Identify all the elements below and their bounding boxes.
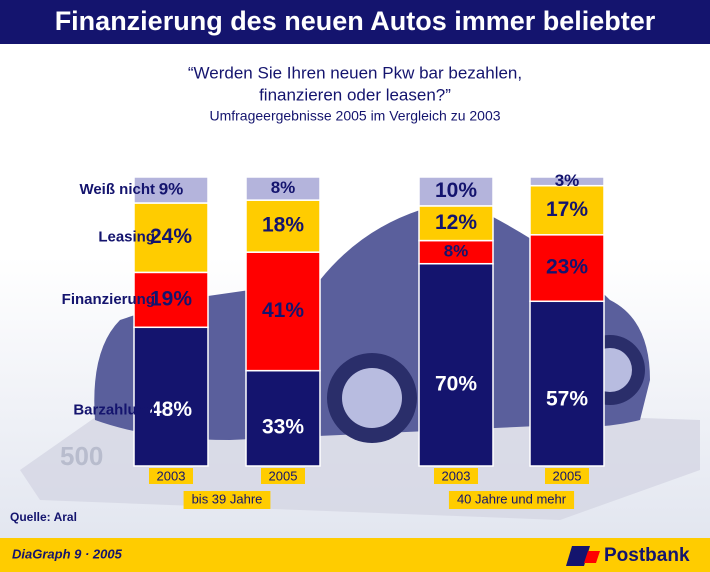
bar-segment [418,176,494,207]
legend-label: Weiß nicht [79,181,155,198]
value-label: 18% [262,214,304,237]
value-label: 24% [150,225,192,248]
value-label: 3% [555,171,580,190]
footer: DiaGraph 9 · 2005 [12,546,123,561]
subtitle: finanzieren oder leasen?” [259,85,451,104]
brand: Postbank [604,545,690,566]
legend-label: Leasing [98,229,155,246]
value-label: 12% [435,211,477,234]
category-box [261,468,305,484]
value-label: 8% [444,242,469,261]
logo [566,546,600,566]
value-label: 48% [150,398,192,421]
value-label: 19% [150,287,192,310]
bar-segment [529,184,605,236]
x-tick-label: 2005 [553,468,582,483]
value-label: 41% [262,299,304,322]
x-tick-label: 2005 [269,468,298,483]
category-box [149,468,193,484]
value-label: 8% [271,178,296,197]
category-box [434,468,478,484]
value-label: 57% [546,388,588,411]
note: Umfrageergebnisse 2005 im Vergleich zu 2… [209,108,500,124]
bar-segment [418,262,494,467]
value-label: 23% [546,256,588,279]
category-box [545,468,589,484]
group-label: 40 Jahre und mehr [457,491,567,506]
bar-segment [529,300,605,467]
bar-segment [529,176,605,187]
value-label: 70% [435,373,477,396]
x-tick-label: 2003 [442,468,471,483]
bar-segment [245,176,321,201]
legend-label: Finanzierung [62,291,155,308]
x-tick-label: 2003 [157,468,186,483]
subtitle: “Werden Sie Ihren neuen Pkw bar bezahlen… [188,63,522,82]
group-box [448,491,575,509]
value-label: 9% [159,179,184,198]
source: Quelle: Aral [10,510,77,524]
bar-segment [133,326,209,467]
group-label: bis 39 Jahre [192,491,263,506]
value-label: 33% [262,415,304,438]
legend-label: Barzahlung [73,401,155,418]
value-label: 17% [546,198,588,221]
bar-segment [245,369,321,467]
bar-segment [133,202,209,274]
chart-title: Finanzierung des neuen Autos immer belie… [55,6,656,36]
bar-segment [133,176,209,204]
svg-text:500: 500 [60,441,103,471]
header-band [0,0,710,44]
value-label: 10% [435,179,477,202]
bar-segment [245,251,321,372]
group-box [183,491,271,509]
